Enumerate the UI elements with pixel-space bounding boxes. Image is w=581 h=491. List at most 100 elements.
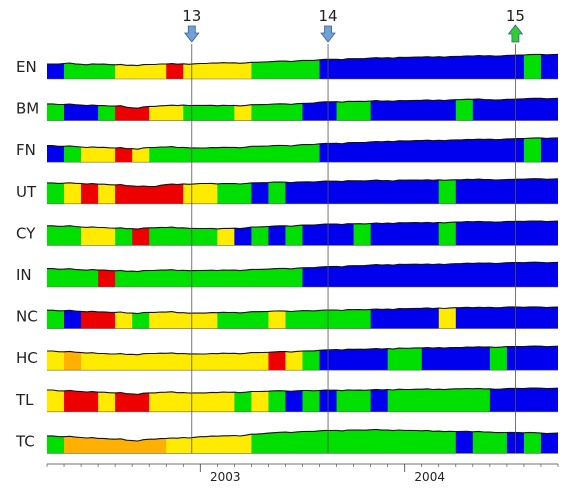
state-segment: [217, 221, 235, 246]
state-segment: [472, 54, 491, 79]
event-marker-15: 15: [506, 7, 525, 454]
state-segment: [336, 54, 355, 79]
state-segment: [217, 262, 235, 287]
state-segment: [336, 346, 355, 371]
state-segment: [115, 262, 133, 287]
state-segment: [234, 54, 252, 79]
state-segment: [370, 98, 389, 121]
bands-layer: [47, 53, 559, 454]
state-segment: [217, 346, 235, 371]
state-segment: [370, 262, 389, 287]
state-segment: [98, 388, 116, 412]
state-segment: [523, 388, 542, 412]
state-segment: [285, 98, 304, 121]
state-segment: [217, 54, 235, 79]
state-segment: [200, 262, 218, 287]
state-segment: [370, 54, 389, 79]
state-segment: [115, 178, 133, 204]
state-segment: [81, 98, 99, 121]
event-marker-label: 15: [506, 7, 525, 25]
state-segment: [64, 137, 82, 163]
state-segment: [370, 221, 389, 246]
state-segment: [353, 388, 372, 412]
row-label-fn: FN: [16, 141, 36, 159]
state-segment: [387, 178, 406, 204]
state-segment: [64, 54, 82, 79]
state-segment: [200, 429, 218, 454]
state-segment: [217, 306, 235, 329]
series-band-bm: [47, 97, 559, 121]
state-segment: [421, 137, 440, 163]
state-segment: [47, 262, 65, 287]
row-label-nc: NC: [16, 308, 38, 326]
state-segment: [523, 221, 542, 246]
state-segment: [268, 346, 287, 371]
x-tick-label-2003: 2003: [210, 470, 241, 484]
series-band-cy: [47, 220, 559, 246]
series-band-hc: [47, 345, 559, 371]
state-segment: [540, 388, 558, 412]
state-segment: [200, 137, 218, 163]
state-segment: [489, 54, 508, 79]
state-segment: [523, 429, 542, 454]
state-segment: [353, 346, 372, 371]
state-segment: [472, 137, 491, 163]
state-segment: [523, 306, 542, 329]
state-segment: [404, 54, 423, 79]
state-segment: [421, 306, 440, 329]
row-label-tc: TC: [15, 432, 35, 450]
state-segment: [217, 429, 235, 454]
state-segment: [404, 178, 423, 204]
level-outline: [47, 178, 559, 188]
state-segment: [302, 178, 321, 204]
state-segment: [370, 388, 389, 412]
level-outline: [47, 137, 559, 150]
state-segment: [285, 221, 304, 246]
state-segment: [421, 54, 440, 79]
series-band-nc: [47, 306, 559, 329]
state-segment: [353, 178, 372, 204]
state-segment: [64, 429, 82, 454]
state-segment: [455, 388, 474, 412]
state-segment: [489, 178, 508, 204]
level-outline: [47, 428, 559, 442]
state-segment: [540, 221, 558, 246]
state-segment: [149, 221, 167, 246]
state-segment: [387, 388, 406, 412]
state-segment: [540, 98, 558, 121]
state-segment: [47, 54, 65, 79]
state-segment: [285, 178, 304, 204]
state-segment: [47, 178, 65, 204]
state-segment: [98, 346, 116, 371]
state-segment: [302, 306, 321, 329]
state-segment: [336, 137, 355, 163]
state-segment: [455, 221, 474, 246]
state-segment: [472, 388, 491, 412]
state-segment: [149, 388, 167, 412]
state-segment: [234, 346, 252, 371]
state-segment: [336, 306, 355, 329]
state-segment: [149, 306, 167, 329]
series-band-ut: [47, 178, 559, 205]
state-segment: [438, 262, 457, 287]
state-segment: [234, 221, 252, 246]
state-segment: [251, 388, 270, 412]
series-band-en: [47, 53, 559, 80]
state-segment: [472, 178, 491, 204]
state-segment: [149, 429, 167, 454]
state-segment: [98, 54, 116, 79]
state-segment: [47, 98, 65, 121]
state-segment: [489, 429, 508, 454]
state-segment: [540, 346, 558, 371]
state-segment: [540, 137, 558, 163]
state-segment: [489, 346, 508, 371]
row-label-bm: BM: [16, 100, 39, 118]
state-segment: [489, 137, 508, 163]
state-segment: [149, 178, 167, 204]
state-segment: [285, 388, 304, 412]
state-segment: [47, 137, 65, 163]
state-segment: [302, 429, 321, 454]
state-segment: [166, 346, 184, 371]
state-segment: [234, 137, 252, 163]
